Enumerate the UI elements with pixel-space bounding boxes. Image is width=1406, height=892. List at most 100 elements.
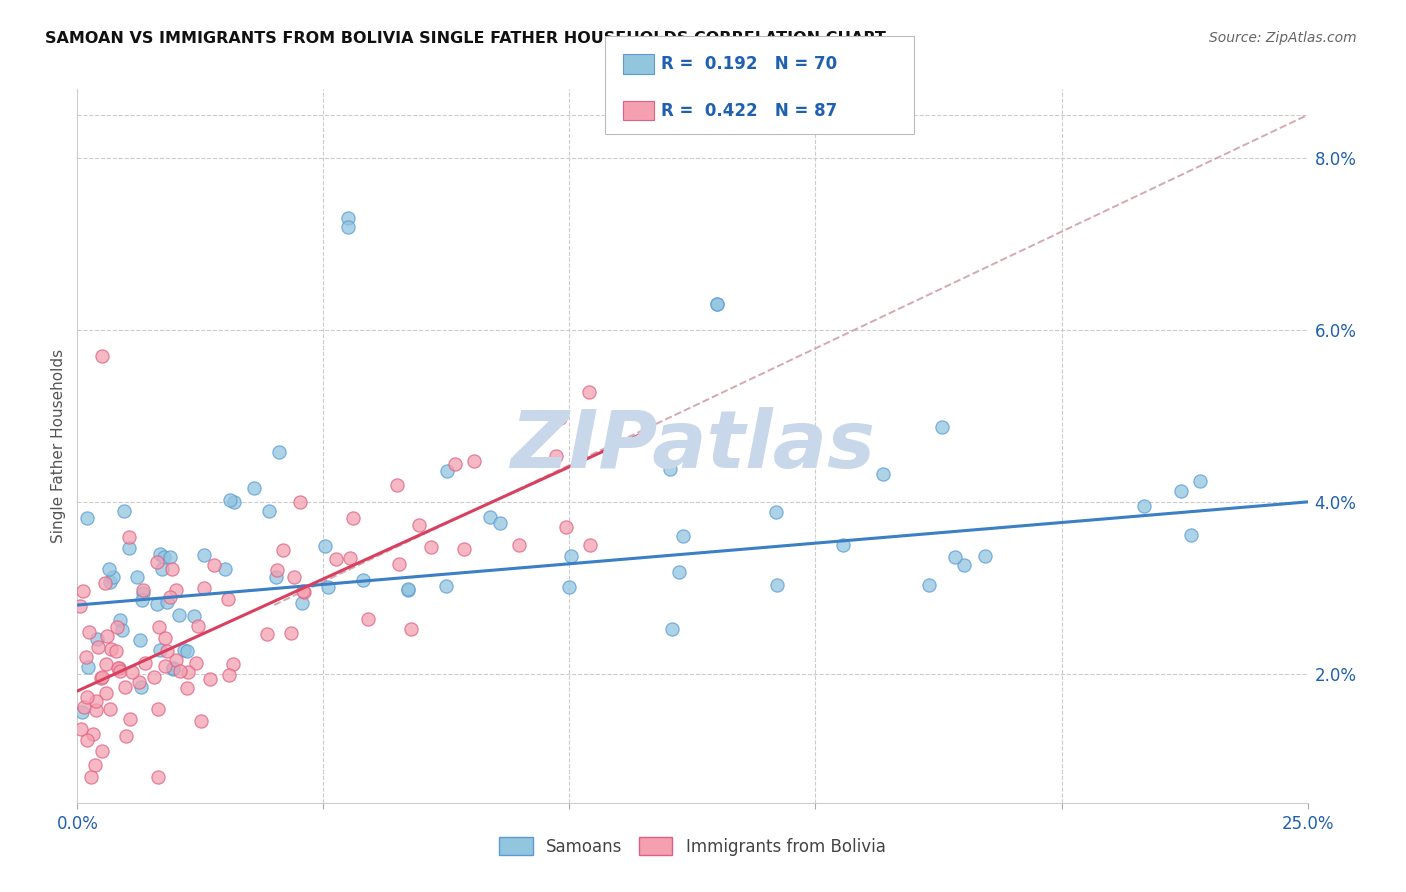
Point [84, 703, 107, 717]
Point [72, 584, 94, 599]
Text: ZIPatlas: ZIPatlas [510, 407, 875, 485]
Point [264, 570, 287, 584]
Point [76, 660, 98, 674]
Point [94, 686, 117, 700]
Point [90, 349, 114, 363]
Point [159, 591, 181, 605]
Point [129, 633, 152, 648]
Point [75, 650, 97, 665]
Point [176, 644, 198, 658]
Point [218, 493, 240, 508]
Point [661, 623, 683, 637]
Point [73, 700, 96, 714]
Point [118, 530, 141, 544]
Point [90, 672, 112, 686]
Point [1189, 475, 1212, 489]
Point [672, 529, 695, 543]
Point [1180, 528, 1202, 542]
Point [146, 770, 169, 784]
Point [69, 599, 91, 613]
Point [668, 565, 690, 579]
Point [131, 593, 153, 607]
Point [218, 667, 240, 681]
Point [292, 585, 315, 599]
Point [76, 510, 98, 524]
Point [87, 640, 110, 655]
Point [200, 672, 222, 686]
Text: R =  0.192   N = 70: R = 0.192 N = 70 [661, 55, 837, 73]
Point [129, 680, 152, 694]
Point [706, 297, 728, 311]
Point [396, 582, 419, 596]
Point [193, 548, 215, 562]
Point [388, 557, 411, 571]
Point [357, 612, 380, 626]
Point [974, 549, 997, 564]
Point [176, 665, 198, 679]
Point [831, 538, 853, 552]
Point [257, 504, 280, 518]
Point [121, 665, 143, 680]
Point [86, 632, 108, 646]
Point [146, 598, 169, 612]
Point [184, 656, 207, 670]
Point [706, 297, 728, 311]
Point [165, 582, 187, 597]
Point [165, 653, 187, 667]
Point [316, 581, 339, 595]
Point [108, 661, 131, 675]
Point [872, 467, 894, 481]
Point [169, 664, 191, 678]
Point [115, 729, 138, 743]
Point [243, 481, 266, 495]
Point [342, 511, 364, 525]
Point [339, 551, 361, 566]
Point [173, 642, 195, 657]
Point [325, 552, 347, 566]
Point [70, 722, 93, 736]
Point [953, 558, 976, 572]
Point [94, 576, 117, 591]
Point [100, 642, 122, 657]
Point [94, 657, 117, 671]
Point [183, 608, 205, 623]
Point [314, 539, 336, 553]
Text: R =  0.422   N = 87: R = 0.422 N = 87 [661, 102, 837, 120]
Point [408, 517, 430, 532]
Point [143, 670, 166, 684]
Point [156, 643, 179, 657]
Point [77, 625, 100, 640]
Point [267, 445, 290, 459]
Point [76, 733, 98, 747]
Point [222, 657, 245, 671]
Point [134, 656, 156, 670]
Point [544, 449, 567, 463]
Point [110, 613, 132, 627]
Point [659, 462, 682, 476]
Point [162, 662, 184, 676]
Point [112, 503, 135, 517]
Text: Source: ZipAtlas.com: Source: ZipAtlas.com [1209, 31, 1357, 45]
Point [463, 454, 485, 468]
Point [214, 562, 236, 576]
Point [558, 580, 581, 594]
Point [148, 620, 170, 634]
Text: SAMOAN VS IMMIGRANTS FROM BOLIVIA SINGLE FATHER HOUSEHOLDS CORRELATION CHART: SAMOAN VS IMMIGRANTS FROM BOLIVIA SINGLE… [45, 31, 886, 46]
Point [453, 541, 475, 556]
Point [120, 712, 142, 726]
Point [150, 562, 173, 576]
Point [352, 573, 374, 587]
Point [256, 627, 278, 641]
Point [132, 586, 155, 600]
Point [128, 675, 150, 690]
Point [105, 643, 128, 657]
Point [146, 701, 169, 715]
Point [153, 550, 176, 565]
Y-axis label: Single Father Households: Single Father Households [51, 349, 66, 543]
Point [337, 211, 360, 226]
Point [100, 575, 122, 590]
Point [202, 558, 225, 573]
Point [97, 562, 120, 576]
Point [84, 758, 107, 772]
Point [222, 495, 245, 509]
